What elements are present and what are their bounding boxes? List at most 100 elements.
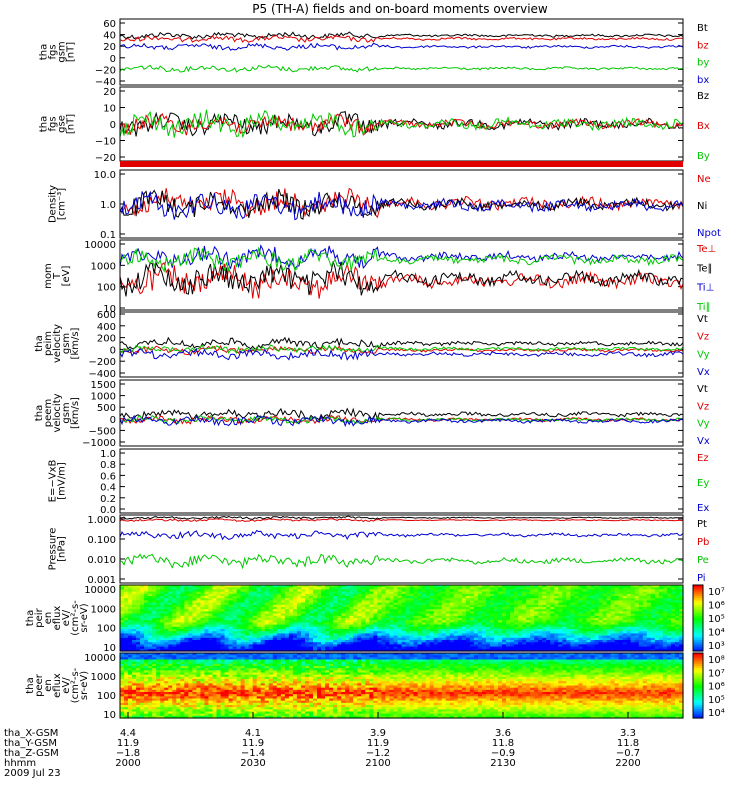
heatmap-cell [514, 613, 519, 617]
heatmap-cell [128, 663, 133, 667]
heatmap-cell [284, 611, 290, 615]
heatmap-cell [602, 626, 608, 630]
heatmap-cell [188, 624, 193, 628]
heatmap-cell [586, 618, 592, 621]
heatmap-cell [184, 633, 189, 637]
heatmap-cell [554, 624, 559, 628]
heatmap-cell [144, 683, 149, 687]
heatmap-cell [650, 615, 656, 619]
heatmap-cell [610, 609, 616, 612]
heatmap-cell [232, 596, 238, 599]
heatmap-cell [345, 635, 350, 639]
heatmap-cell [453, 585, 459, 588]
heatmap-cell [180, 635, 185, 639]
heatmap-cell [309, 637, 314, 641]
heatmap-cell [160, 679, 165, 682]
heatmap-cell [192, 589, 198, 593]
heatmap-cell [345, 602, 350, 606]
heatmap-cell [120, 644, 125, 648]
heatmap-cell [232, 585, 238, 588]
heatmap-cell [417, 598, 423, 601]
heatmap-cell [510, 648, 515, 652]
heatmap-cell [369, 585, 374, 588]
heatmap-cell [469, 635, 475, 639]
heatmap-cell [650, 620, 656, 623]
heatmap-cell [256, 635, 262, 639]
heatmap-cell [220, 620, 226, 623]
heatmap-cell [469, 589, 475, 593]
heatmap-cell [409, 585, 415, 588]
heatmap-cell [148, 679, 153, 682]
heatmap-cell [666, 635, 672, 639]
heatmap-cell [377, 626, 382, 630]
heatmap-cell [232, 624, 238, 628]
heatmap-cell [678, 637, 684, 641]
heatmap-cell [526, 613, 531, 617]
heatmap-cell [309, 620, 314, 623]
heatmap-cell [433, 593, 439, 597]
heatmap-cell [662, 633, 668, 637]
heatmap-cell [260, 631, 266, 634]
heatmap-cell [518, 640, 523, 643]
heatmap-cell [658, 642, 664, 645]
heatmap-cell [534, 598, 539, 601]
heatmap-cell [224, 609, 230, 612]
heatmap-cell [558, 631, 563, 634]
heatmap-cell [244, 602, 250, 606]
heatmap-cell [357, 629, 362, 632]
heatmap-cell [212, 648, 218, 652]
heatmap-cell [642, 615, 648, 619]
heatmap-cell [220, 644, 226, 648]
heatmap-cell [212, 640, 218, 643]
heatmap-cell [148, 661, 153, 665]
heatmap-cell [674, 644, 680, 648]
heatmap-cell [429, 600, 435, 604]
ytick-label: 10000 [84, 240, 116, 251]
heatmap-cell [204, 635, 210, 639]
heatmap-cell [522, 637, 527, 641]
heatmap-cell [598, 600, 604, 604]
heatmap-cell [626, 609, 632, 612]
heatmap-cell [272, 631, 278, 634]
heatmap-cell [377, 635, 382, 639]
heatmap-cell [506, 642, 511, 645]
heatmap-cell [349, 642, 354, 645]
heatmap-cell [606, 631, 612, 634]
heatmap-cell [156, 607, 161, 610]
heatmap-cell [642, 609, 648, 612]
heatmap-cell [578, 618, 584, 621]
heatmap-cell [514, 646, 519, 650]
heatmap-cell [506, 596, 511, 599]
heatmap-cell [300, 648, 306, 652]
heatmap-cell [208, 596, 214, 599]
heatmap-cell [156, 657, 161, 661]
heatmap-cell [176, 661, 181, 665]
heatmap-cell [260, 613, 266, 617]
heatmap-cell [381, 644, 387, 648]
heatmap-cell [264, 587, 270, 590]
heatmap-cell [248, 591, 254, 595]
heatmap-cell [176, 670, 181, 674]
heatmap-cell [128, 620, 133, 623]
heatmap-cell [461, 587, 467, 590]
heatmap-cell [172, 635, 177, 639]
heatmap-cell [477, 635, 483, 639]
heatmap-cell [429, 613, 435, 617]
heatmap-cell [160, 676, 165, 680]
heatmap-cell [260, 596, 266, 599]
heatmap-cell [280, 629, 286, 632]
heatmap-cell [120, 715, 125, 719]
heatmap-cell [124, 620, 129, 623]
heatmap-cell [184, 626, 189, 630]
heatmap-cell [208, 620, 214, 623]
heatmap-cell [485, 635, 491, 639]
heatmap-cell [208, 631, 214, 634]
heatmap-cell [626, 600, 632, 604]
heatmap-cell [530, 635, 535, 639]
heatmap-cell [421, 618, 427, 621]
heatmap-cell [313, 602, 318, 606]
heatmap-cell [437, 642, 443, 645]
heatmap-cell [373, 635, 378, 639]
heatmap-cell [618, 635, 624, 639]
heatmap-cell [574, 635, 580, 639]
